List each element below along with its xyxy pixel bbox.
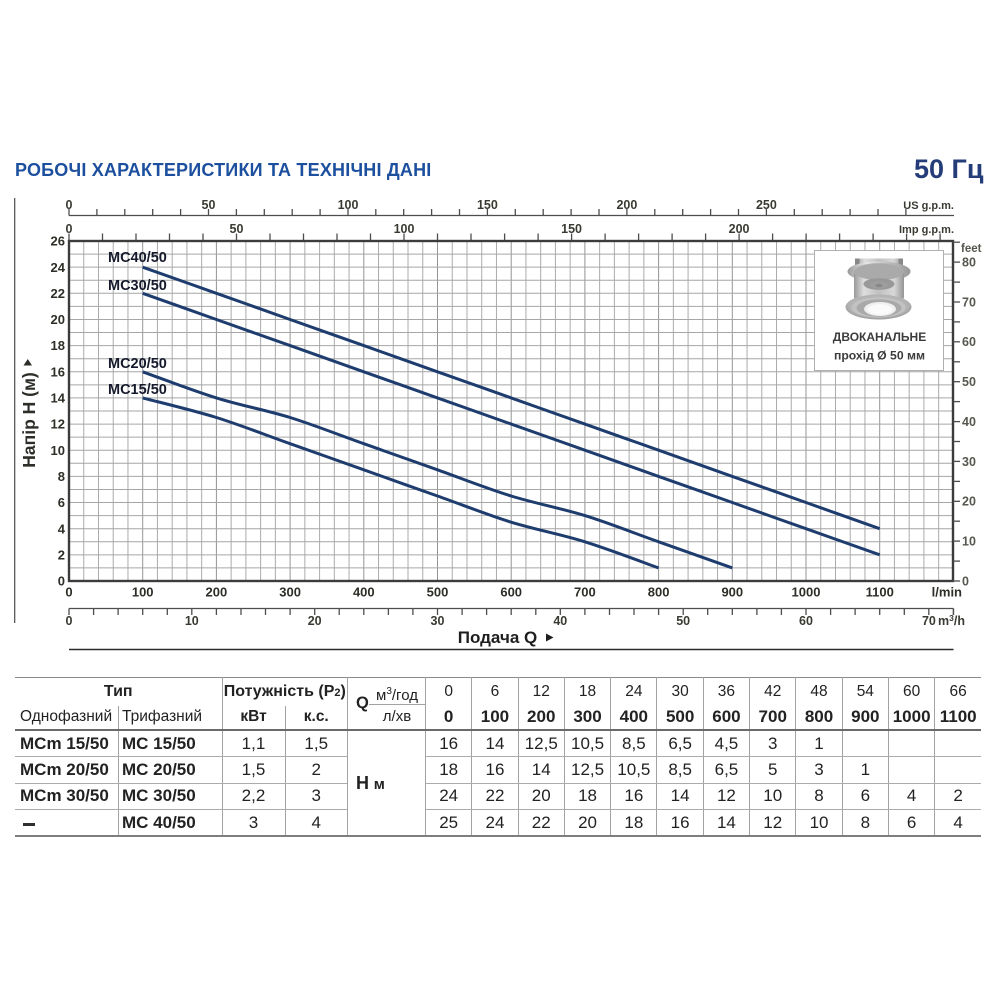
svg-text:0: 0 (65, 585, 72, 600)
svg-text:500: 500 (427, 585, 449, 600)
svg-text:10: 10 (185, 614, 199, 628)
svg-text:60: 60 (962, 335, 976, 349)
svg-text:700: 700 (574, 585, 596, 600)
svg-text:200: 200 (616, 198, 637, 212)
svg-text:200: 200 (729, 222, 750, 236)
svg-text:80: 80 (962, 256, 976, 270)
svg-text:ДВОКАНАЛЬНЕ: ДВОКАНАЛЬНЕ (833, 330, 926, 344)
svg-text:Напір H (м): Напір H (м) (19, 372, 39, 467)
svg-text:1100: 1100 (866, 585, 894, 600)
svg-text:14: 14 (51, 391, 66, 406)
svg-text:0: 0 (962, 574, 969, 588)
svg-text:MC20/50: MC20/50 (108, 356, 167, 372)
svg-text:50: 50 (676, 614, 690, 628)
svg-text:0: 0 (66, 614, 73, 628)
svg-text:150: 150 (477, 198, 498, 212)
svg-text:600: 600 (500, 585, 522, 600)
svg-text:8: 8 (58, 469, 65, 484)
svg-text:20: 20 (308, 614, 322, 628)
svg-text:2: 2 (58, 547, 65, 562)
svg-text:30: 30 (431, 614, 445, 628)
svg-text:50: 50 (230, 222, 244, 236)
svg-text:4: 4 (58, 521, 66, 536)
svg-text:200: 200 (206, 585, 228, 600)
svg-text:MC15/50: MC15/50 (108, 382, 167, 398)
svg-text:feet: feet (961, 243, 982, 255)
svg-text:Подача Q: Подача Q (458, 628, 537, 647)
svg-text:70: 70 (962, 295, 976, 309)
svg-text:40: 40 (553, 614, 567, 628)
svg-text:m3/h: m3/h (938, 613, 965, 628)
svg-text:0: 0 (58, 574, 65, 589)
svg-text:800: 800 (648, 585, 670, 600)
svg-text:10: 10 (962, 535, 976, 549)
svg-text:70: 70 (922, 614, 936, 628)
svg-text:6: 6 (58, 495, 65, 510)
svg-text:100: 100 (132, 585, 154, 600)
svg-text:20: 20 (51, 312, 65, 327)
svg-text:12: 12 (51, 417, 65, 432)
svg-text:900: 900 (721, 585, 743, 600)
svg-text:150: 150 (561, 222, 582, 236)
svg-text:1000: 1000 (792, 585, 821, 600)
svg-text:0: 0 (66, 198, 73, 212)
svg-text:22: 22 (51, 286, 65, 301)
svg-text:30: 30 (962, 455, 976, 469)
svg-text:300: 300 (279, 585, 301, 600)
svg-text:16: 16 (51, 364, 65, 379)
svg-text:US g.p.m.: US g.p.m. (903, 200, 954, 212)
svg-text:250: 250 (756, 198, 777, 212)
svg-text:Imp g.p.m.: Imp g.p.m. (899, 224, 954, 236)
svg-text:100: 100 (394, 222, 415, 236)
svg-text:MC40/50: MC40/50 (108, 250, 167, 266)
svg-text:50: 50 (202, 198, 216, 212)
svg-text:20: 20 (962, 495, 976, 509)
svg-text:26: 26 (51, 234, 65, 249)
svg-text:18: 18 (51, 338, 65, 353)
svg-text:60: 60 (799, 614, 813, 628)
svg-text:прохід Ø 50 мм: прохід Ø 50 мм (834, 349, 925, 363)
svg-text:0: 0 (66, 222, 73, 236)
svg-text:MC30/50: MC30/50 (108, 278, 167, 294)
svg-text:400: 400 (353, 585, 375, 600)
svg-text:10: 10 (51, 443, 65, 458)
svg-text:24: 24 (51, 260, 66, 275)
svg-text:40: 40 (962, 415, 976, 429)
svg-text:l/min: l/min (932, 585, 962, 600)
svg-text:100: 100 (338, 198, 359, 212)
svg-text:50: 50 (962, 375, 976, 389)
